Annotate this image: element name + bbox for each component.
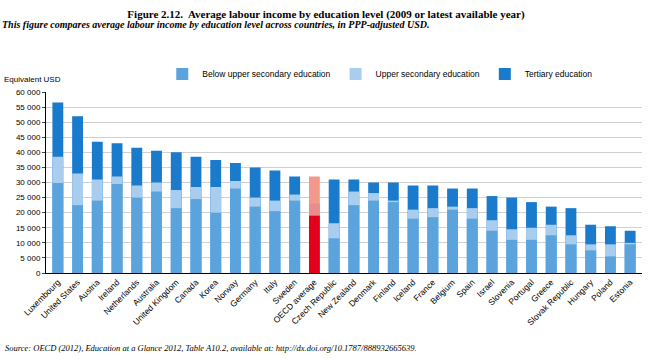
svg-text:Upper secondary education: Upper secondary education [376,69,480,79]
svg-text:New Zealand: New Zealand [316,277,359,320]
svg-text:15 000: 15 000 [16,224,41,233]
svg-text:Israel: Israel [475,277,497,299]
svg-text:30 000: 30 000 [16,178,41,187]
svg-text:Italy: Italy [261,277,280,296]
svg-text:Hungary: Hungary [565,277,595,307]
svg-text:France: France [411,277,437,303]
svg-text:Korea: Korea [197,277,220,300]
svg-text:United Kingdom: United Kingdom [131,277,181,327]
svg-text:Czech Republic: Czech Republic [289,277,339,327]
svg-text:5 000: 5 000 [20,254,41,263]
svg-text:Australia: Australia [130,277,161,308]
svg-text:Germany: Germany [228,277,260,309]
svg-text:Equivalent USD: Equivalent USD [4,75,61,84]
svg-text:Slovak Republic: Slovak Republic [525,277,576,328]
svg-text:Austria: Austria [76,277,102,303]
svg-text:Sweden: Sweden [270,277,299,306]
svg-text:Norway: Norway [212,277,240,305]
svg-text:Greece: Greece [529,277,556,304]
svg-text:Source: OECD (2012), Education: Source: OECD (2012), Education at a Glan… [5,343,417,353]
svg-text:This figure compares average l: This figure compares average labour inco… [2,19,429,30]
svg-text:OECD average: OECD average [271,277,319,325]
svg-text:Netherlands: Netherlands [102,277,141,316]
svg-text:60 000: 60 000 [16,88,41,97]
svg-text:Spain: Spain [454,277,477,300]
svg-text:Estonia: Estonia [607,277,634,304]
svg-text:Figure 2.12. Average labour i: Figure 2.12. Average labour income by ed… [127,8,525,21]
svg-text:45 000: 45 000 [16,133,41,142]
svg-text:Tertiary education: Tertiary education [525,69,592,79]
svg-text:Luxembourg: Luxembourg [22,277,63,318]
svg-text:25 000: 25 000 [16,193,41,202]
svg-text:0: 0 [36,269,41,278]
svg-text:40 000: 40 000 [16,148,41,157]
svg-text:Iceland: Iceland [391,277,418,304]
svg-text:50 000: 50 000 [16,118,41,127]
svg-text:Portugal: Portugal [506,277,536,307]
svg-text:United States: United States [39,277,82,320]
svg-text:Slovenia: Slovenia [486,277,516,307]
svg-text:20 000: 20 000 [16,208,41,217]
svg-text:Below upper secondary educatio: Below upper secondary education [202,69,330,79]
svg-text:55 000: 55 000 [16,103,41,112]
svg-text:Canada: Canada [172,277,200,305]
svg-text:35 000: 35 000 [16,163,41,172]
svg-text:Poland: Poland [589,277,615,303]
svg-text:10 000: 10 000 [16,239,41,248]
svg-text:Finland: Finland [371,277,398,304]
svg-text:Ireland: Ireland [96,277,122,303]
svg-text:Belgium: Belgium [428,277,457,306]
svg-text:Denmark: Denmark [347,277,379,309]
